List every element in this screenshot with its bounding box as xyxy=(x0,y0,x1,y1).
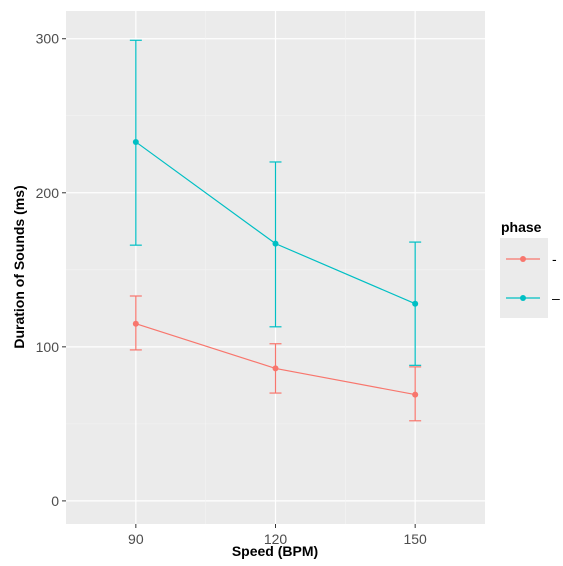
data-point xyxy=(412,391,419,398)
legend: phase - – xyxy=(500,219,560,318)
x-axis-ticks: 90 120 150 xyxy=(128,524,427,547)
y-axis-ticks: 0 100 200 300 xyxy=(36,31,66,509)
x-tick-label: 90 xyxy=(128,531,144,547)
y-tick-label: 100 xyxy=(36,339,60,355)
legend-label: – xyxy=(552,290,560,306)
x-tick-label: 120 xyxy=(264,531,288,547)
legend-label: - xyxy=(552,251,557,267)
data-point xyxy=(272,365,279,372)
x-axis-title: Speed (BPM) xyxy=(232,543,318,559)
y-tick-label: 0 xyxy=(51,493,59,509)
y-tick-label: 200 xyxy=(36,185,60,201)
x-tick-label: 150 xyxy=(403,531,427,547)
legend-background xyxy=(500,238,548,318)
data-point xyxy=(412,300,419,307)
data-point xyxy=(132,320,139,327)
legend-key-point xyxy=(520,256,526,262)
data-points xyxy=(132,138,419,398)
legend-key-point xyxy=(520,295,526,301)
legend-title: phase xyxy=(501,219,542,235)
data-point xyxy=(132,138,139,145)
data-point xyxy=(272,240,279,247)
y-axis-title: Duration of Sounds (ms) xyxy=(11,185,27,348)
y-tick-label: 300 xyxy=(36,31,60,47)
